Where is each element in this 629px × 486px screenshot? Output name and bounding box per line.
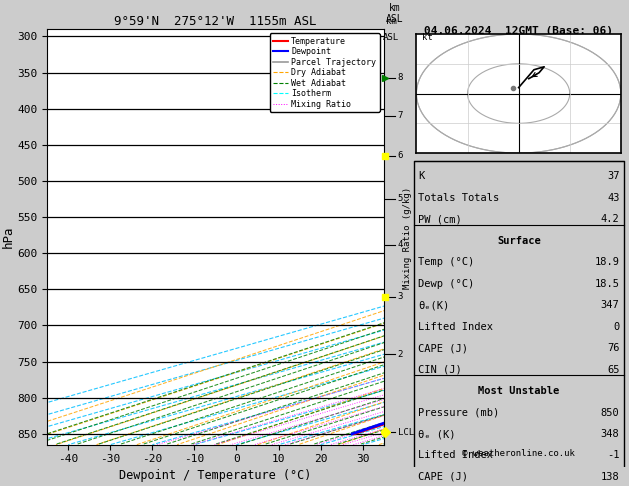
Text: 43: 43 [607,193,620,203]
Text: 850: 850 [601,408,620,417]
Text: CAPE (J): CAPE (J) [418,472,469,482]
Title: 9°59'N  275°12'W  1155m ASL: 9°59'N 275°12'W 1155m ASL [114,15,316,28]
Text: 76: 76 [607,343,620,353]
Text: 04.06.2024  12GMT (Base: 06): 04.06.2024 12GMT (Base: 06) [425,26,613,36]
Text: Totals Totals: Totals Totals [418,193,499,203]
Text: θₑ(K): θₑ(K) [418,300,450,310]
Text: Surface: Surface [497,236,541,246]
Text: 18.5: 18.5 [594,279,620,289]
Text: Pressure (mb): Pressure (mb) [418,408,499,417]
Text: 4.2: 4.2 [601,214,620,225]
Text: Lifted Index: Lifted Index [418,322,493,331]
Text: Dewp (°C): Dewp (°C) [418,279,475,289]
Text: km
ASL: km ASL [386,3,403,24]
Text: 8: 8 [398,73,403,82]
Text: 4: 4 [398,240,403,249]
Text: 348: 348 [601,429,620,439]
Text: 37: 37 [607,172,620,181]
Text: 18.9: 18.9 [594,257,620,267]
Text: 347: 347 [601,300,620,310]
Text: kt: kt [421,33,432,42]
Text: θₑ (K): θₑ (K) [418,429,456,439]
Text: Most Unstable: Most Unstable [478,386,560,396]
Text: 138: 138 [601,472,620,482]
Text: CAPE (J): CAPE (J) [418,343,469,353]
Text: 0: 0 [613,322,620,331]
Text: 2: 2 [398,350,403,359]
Text: PW (cm): PW (cm) [418,214,462,225]
X-axis label: Dewpoint / Temperature (°C): Dewpoint / Temperature (°C) [120,469,311,482]
Text: km: km [386,17,397,26]
Text: LCL: LCL [398,428,414,437]
Text: 7: 7 [398,111,403,121]
Text: Temp (°C): Temp (°C) [418,257,475,267]
Text: -1: -1 [607,451,620,460]
Text: Mixing Ratio (g/kg): Mixing Ratio (g/kg) [403,187,412,289]
Text: ASL: ASL [383,33,399,42]
Text: 6: 6 [398,151,403,160]
Text: © weatheronline.co.uk: © weatheronline.co.uk [462,449,576,458]
Y-axis label: hPa: hPa [1,226,14,248]
Text: Lifted Index: Lifted Index [418,451,493,460]
Text: 65: 65 [607,364,620,375]
Text: 5: 5 [398,194,403,204]
Text: CIN (J): CIN (J) [418,364,462,375]
Legend: Temperature, Dewpoint, Parcel Trajectory, Dry Adiabat, Wet Adiabat, Isotherm, Mi: Temperature, Dewpoint, Parcel Trajectory… [269,34,379,112]
Text: K: K [418,172,425,181]
Text: 3: 3 [398,292,403,301]
